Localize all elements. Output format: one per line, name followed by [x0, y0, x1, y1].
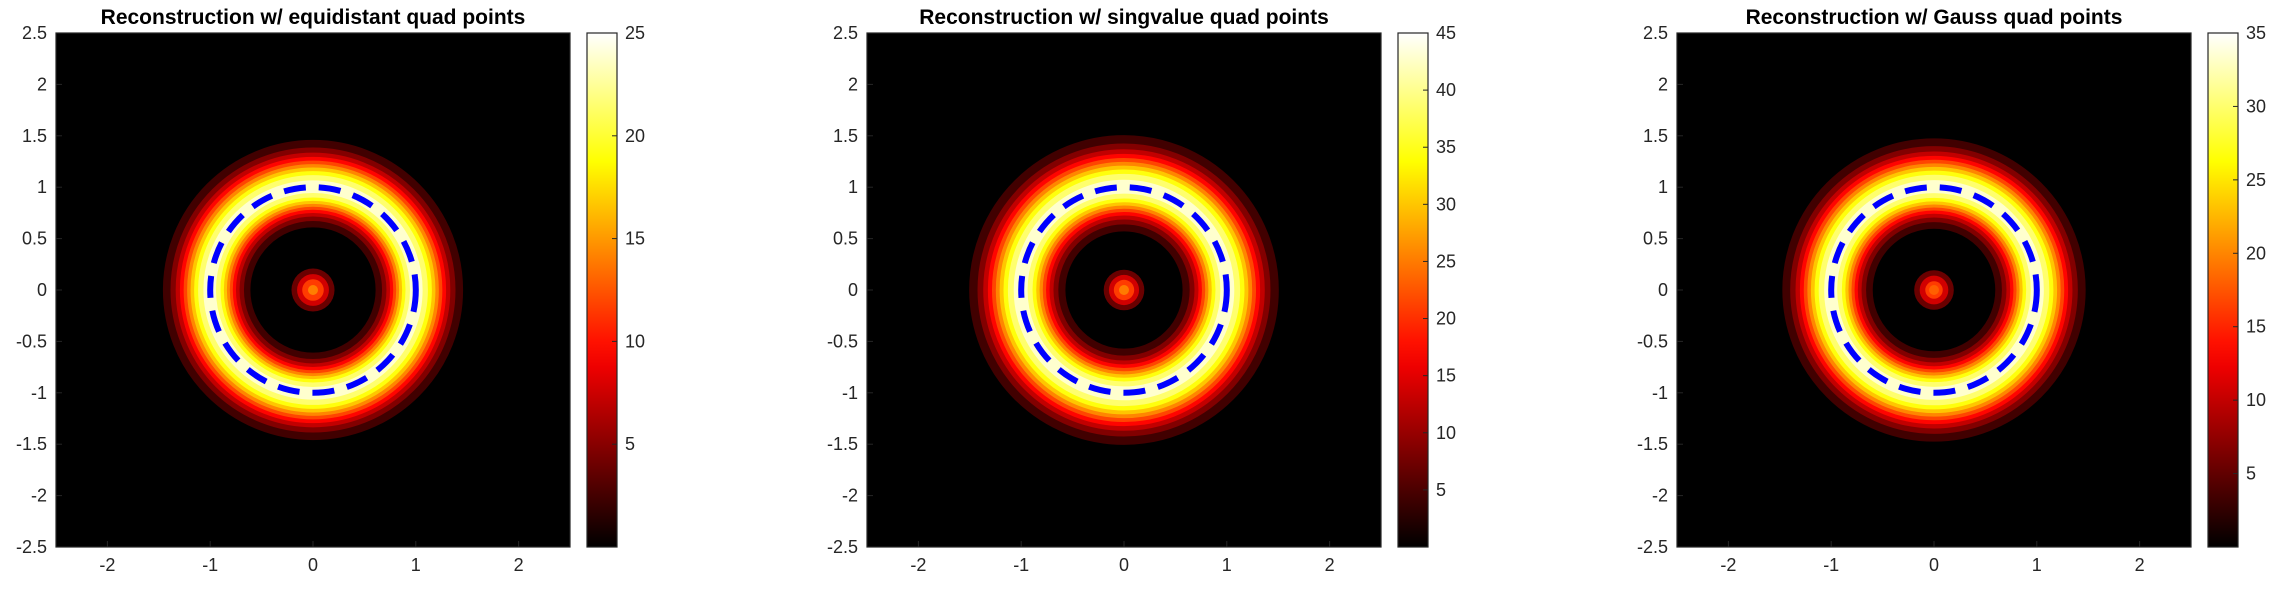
y-tick-label: 0	[848, 280, 858, 300]
x-tick-label: -2	[910, 555, 926, 575]
x-tick-label: 0	[1929, 555, 1939, 575]
y-tick-label: 2	[848, 74, 858, 94]
y-tick-label: -2.5	[16, 537, 47, 557]
y-tick-label: 2	[37, 74, 47, 94]
y-tick-label: -2	[31, 486, 47, 506]
y-tick-label: 0	[1658, 280, 1668, 300]
colorbar-frame	[1397, 32, 1429, 548]
colorbar-tick-label: 35	[2246, 23, 2266, 43]
y-tick-label: 0	[37, 280, 47, 300]
y-tick-label: -0.5	[16, 331, 47, 351]
colorbar-frame	[2207, 32, 2239, 548]
colorbar-tick-label: 25	[1436, 251, 1456, 271]
colorbar-tick-label: 20	[2246, 243, 2266, 263]
y-tick-label: 1	[848, 177, 858, 197]
y-tick-label: 1.5	[22, 126, 47, 146]
x-tick-label: -2	[99, 555, 115, 575]
colorbar-tick-label: 15	[625, 229, 645, 249]
panel-1: Reconstruction w/ equidistant quad point…	[16, 6, 645, 575]
x-tick-label: 0	[1119, 555, 1129, 575]
y-tick-label: -2.5	[827, 537, 858, 557]
y-tick-label: -0.5	[1637, 331, 1668, 351]
x-tick-label: -1	[1013, 555, 1029, 575]
y-tick-label: -2	[842, 486, 858, 506]
colorbar-tick-label: 40	[1436, 80, 1456, 100]
y-tick-label: -0.5	[827, 331, 858, 351]
y-tick-label: 1.5	[1643, 126, 1668, 146]
y-tick-label: -2	[1652, 486, 1668, 506]
colorbar-tick-label: 35	[1436, 137, 1456, 157]
y-tick-label: -1	[842, 383, 858, 403]
colorbar-tick-label: 20	[625, 126, 645, 146]
y-tick-label: -2.5	[1637, 537, 1668, 557]
y-tick-label: 1	[1658, 177, 1668, 197]
colorbar-frame	[586, 32, 618, 548]
colorbar: 5 10 15 20 25 30 35	[2207, 23, 2266, 548]
y-tick-label: 2.5	[22, 23, 47, 43]
heatmap-area	[867, 33, 1381, 547]
center-peak	[308, 285, 318, 295]
x-tick-label: 2	[1325, 555, 1335, 575]
true-boundary-dashed-circle	[1828, 184, 2040, 396]
chart-title: Reconstruction w/ singvalue quad points	[919, 6, 1329, 29]
colorbar-tick-label: 10	[2246, 390, 2266, 410]
heatmap-area	[56, 33, 570, 547]
x-tick-label: -1	[1823, 555, 1839, 575]
x-tick-label: 1	[411, 555, 421, 575]
y-tick-label: 2.5	[1643, 23, 1668, 43]
chart-title: Reconstruction w/ Gauss quad points	[1746, 6, 2123, 29]
y-tick-label: -1.5	[827, 434, 858, 454]
colorbar-tick-label: 10	[1436, 423, 1456, 443]
colorbar: 5 10 15 20 25	[586, 23, 645, 548]
x-tick-label: -1	[202, 555, 218, 575]
y-tick-label: 0.5	[1643, 229, 1668, 249]
y-tick-label: 2.5	[833, 23, 858, 43]
x-tick-label: -2	[1720, 555, 1736, 575]
colorbar-gradient	[2208, 33, 2238, 547]
y-tick-label: 0.5	[833, 229, 858, 249]
colorbar-tick-label: 30	[2246, 96, 2266, 116]
y-tick-label: 1	[37, 177, 47, 197]
colorbar-tick-label: 5	[2246, 464, 2256, 484]
colorbar-gradient	[1398, 33, 1428, 547]
panel-3: Reconstruction w/ Gauss quad points -2 -1 0…	[1637, 6, 2266, 575]
y-tick-label: -1	[1652, 383, 1668, 403]
heatmap-area	[1677, 33, 2191, 547]
colorbar-tick-label: 15	[2246, 317, 2266, 337]
x-tick-label: 1	[2032, 555, 2042, 575]
x-tick-label: 2	[514, 555, 524, 575]
y-tick-label: -1.5	[16, 434, 47, 454]
colorbar-tick-label: 20	[1436, 309, 1456, 329]
x-tick-label: 0	[308, 555, 318, 575]
chart-title: Reconstruction w/ equidistant quad point…	[101, 6, 526, 29]
colorbar-tick-label: 15	[1436, 366, 1456, 386]
x-tick-label: 1	[1222, 555, 1232, 575]
center-peak	[1119, 285, 1129, 295]
x-tick-label: 2	[2135, 555, 2145, 575]
y-tick-label: 0.5	[22, 229, 47, 249]
y-tick-label: 2	[1658, 74, 1668, 94]
panel-2: Reconstruction w/ singvalue quad points -…	[827, 6, 1456, 575]
colorbar-tick-label: 45	[1436, 23, 1456, 43]
y-tick-label: -1.5	[1637, 434, 1668, 454]
colorbar-tick-label: 5	[625, 434, 635, 454]
colorbar-tick-label: 30	[1436, 194, 1456, 214]
colorbar-tick-label: 25	[625, 23, 645, 43]
true-boundary-dashed-circle	[207, 184, 419, 396]
center-peak	[1929, 285, 1939, 295]
y-tick-label: 1.5	[833, 126, 858, 146]
colorbar-tick-label: 25	[2246, 170, 2266, 190]
y-tick-label: -1	[31, 383, 47, 403]
colorbar-gradient	[587, 33, 617, 547]
true-boundary-dashed-circle	[1018, 184, 1230, 396]
colorbar-tick-label: 5	[1436, 480, 1446, 500]
colorbar-tick-label: 10	[625, 331, 645, 351]
colorbar: 5 10 15 20 25 30 35 40 45	[1397, 23, 1456, 548]
